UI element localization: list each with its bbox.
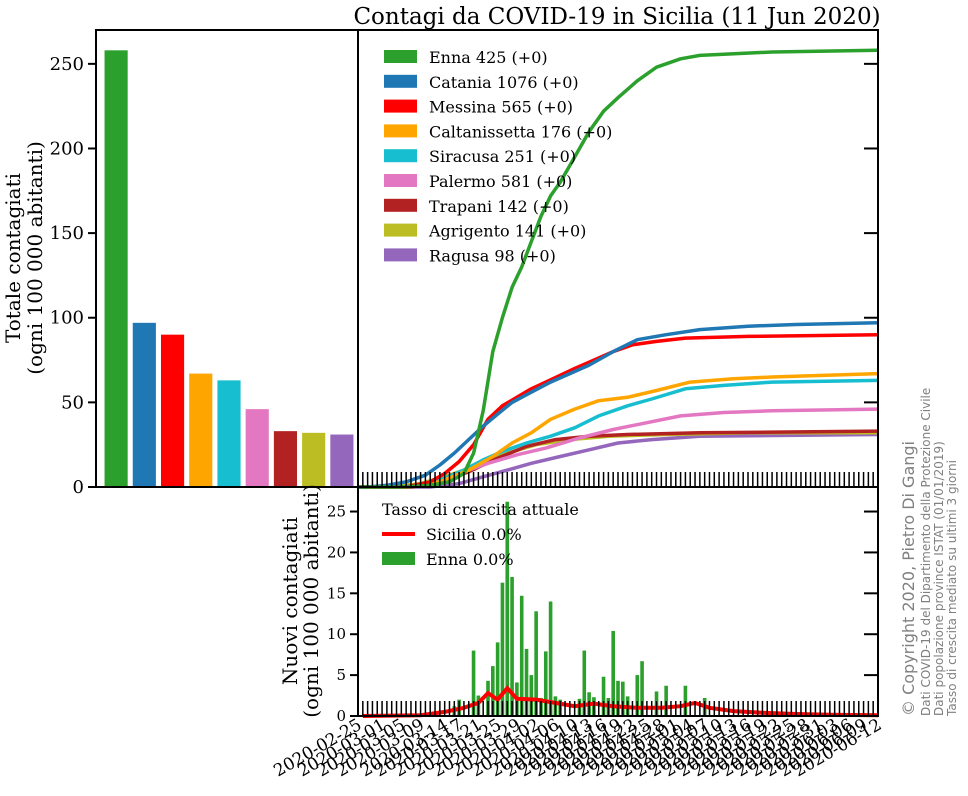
legend-swatch-siracusa: [384, 149, 417, 163]
line-messina: [358, 332, 879, 489]
new-ytick-label: 15: [327, 584, 346, 602]
total-bar-palermo: [245, 409, 269, 487]
new-cases-bar: [616, 680, 620, 716]
note-growth-rate: Tasso di crescita mediato su ultimi 3 gi…: [945, 460, 959, 717]
rate-legend-enna-swatch: [382, 552, 415, 565]
note-data-source: Dati COVID-19 del Dipartimento della Pro…: [919, 388, 933, 716]
new-cases-bar: [664, 685, 668, 716]
legend-label-palermo: Palermo 581 (+0): [429, 172, 572, 191]
total-ytick-label: 200: [50, 138, 84, 159]
new-cases-bar: [534, 611, 538, 716]
total-bar-chart: 0 50 100 150 200 250 Totale contagiati (ogni …: [1, 29, 359, 498]
new-ylabel-line1: Nuovi contagiati: [278, 517, 302, 685]
legend-swatch-trapani: [384, 198, 417, 212]
new-cases-frame: [357, 486, 879, 717]
rate-legend-enna-label: Enna 0.0%: [426, 550, 514, 569]
new-ytick-label: 25: [327, 503, 346, 521]
total-y-ticks: 0 50 100 150 200 250: [50, 54, 96, 498]
new-cases-bar: [611, 630, 615, 716]
total-ytick-label: 0: [73, 477, 84, 498]
line-catania: [358, 321, 879, 489]
new-cases-bar: [640, 661, 644, 716]
new-y-ticks: 0 5 10 15 20 25: [327, 503, 878, 725]
chart-title: Contagi da COVID-19 in Sicilia (11 Jun 2…: [353, 4, 880, 30]
rate-legend-title: Tasso di crescita attuale: [382, 500, 579, 519]
total-bar-agrigento: [302, 432, 326, 487]
new-cases-bar: [519, 595, 524, 716]
new-cases-bar: [491, 666, 495, 716]
total-bar-ragusa: [330, 434, 354, 487]
total-bar-messina: [160, 334, 185, 487]
line-enna: [358, 48, 879, 489]
total-ylabel-line2: (ogni 100 000 abitanti): [23, 141, 47, 375]
new-ylabel-line2: (ogni 100 000 abitanti): [299, 484, 323, 718]
date-tick-labels: 2020-02-252020-03-012020-03-052020-03-09…: [270, 715, 885, 781]
total-bar-siracusa: [217, 380, 241, 487]
legend-label-trapani: Trapani 142 (+0): [429, 197, 569, 216]
total-ylabel-line1: Totale contagiati: [1, 173, 25, 343]
new-cases-bar: [543, 651, 548, 716]
line-y-ticks: [864, 62, 878, 488]
legend-label-catania: Catania 1076 (+0): [429, 73, 579, 92]
new-cases-bar: [495, 642, 500, 716]
total-ytick-label: 50: [61, 392, 84, 413]
total-bar-trapani: [273, 431, 298, 487]
new-cases-bar: [524, 648, 529, 716]
new-cases-bar: [683, 685, 688, 716]
new-x-ticks: [357, 701, 879, 716]
new-cases-bar: [486, 680, 490, 716]
new-cases-bar: [510, 576, 514, 716]
total-ytick-label: 250: [50, 54, 84, 75]
new-cases-bar: [471, 650, 476, 716]
legend-swatch-enna: [384, 50, 417, 63]
new-ytick-label: 10: [327, 625, 346, 643]
new-cases-chart: 0 5 10 15 20 25 Tasso di crescita attuale Sic…: [278, 484, 879, 725]
new-cases-bar: [500, 582, 505, 716]
legend-swatch-caltanissetta: [384, 124, 417, 138]
line-x-ticks: [357, 472, 879, 487]
copyright-text: © Copyright 2020, Pietro Di Gangi: [899, 441, 918, 716]
total-ytick-label: 100: [50, 308, 84, 329]
legend-label-messina: Messina 565 (+0): [429, 98, 573, 117]
new-cases-bar: [621, 681, 625, 716]
legend-label-caltanissetta: Caltanissetta 176 (+0): [429, 122, 612, 141]
rate-legend-sicilia-label: Sicilia 0.0%: [426, 525, 522, 544]
total-bar-caltanissetta: [189, 373, 213, 487]
note-population: Dati popolazione province ISTAT (01/01/2…: [932, 441, 946, 716]
line-legend: Enna 425 (+0) Catania 1076 (+0) Messina 56…: [384, 48, 612, 265]
new-cases-bar: [601, 676, 606, 716]
new-cases-bar: [505, 501, 510, 716]
new-ytick-label: 0: [336, 707, 346, 725]
new-ytick-label: 20: [327, 543, 346, 561]
new-ytick-label: 5: [336, 666, 346, 684]
legend-label-agrigento: Agrigento 141 (+0): [428, 222, 586, 241]
new-cases-bar: [548, 601, 553, 716]
legend-label-siracusa: Siracusa 251 (+0): [429, 147, 576, 166]
legend-swatch-palermo: [384, 174, 417, 187]
legend-swatch-agrigento: [384, 223, 417, 237]
credits: © Copyright 2020, Pietro Di Gangi Dati C…: [899, 388, 959, 717]
total-bar-catania: [132, 322, 156, 487]
new-cases-bar: [529, 675, 534, 716]
new-cases-bar: [635, 675, 640, 716]
total-bars: [104, 50, 354, 488]
legend-swatch-catania: [384, 74, 417, 88]
rate-legend: Tasso di crescita attuale Sicilia 0.0% E…: [382, 500, 579, 569]
total-ytick-label: 150: [50, 223, 84, 244]
legend-swatch-ragusa: [384, 248, 417, 262]
cumulative-line-chart: Enna 425 (+0) Catania 1076 (+0) Messina 56…: [357, 29, 879, 489]
legend-swatch-messina: [384, 99, 417, 113]
legend-label-enna: Enna 425 (+0): [429, 48, 548, 67]
total-bar-enna: [104, 50, 128, 488]
legend-label-ragusa: Ragusa 98 (+0): [429, 246, 556, 265]
new-cases-bar: [582, 650, 587, 716]
